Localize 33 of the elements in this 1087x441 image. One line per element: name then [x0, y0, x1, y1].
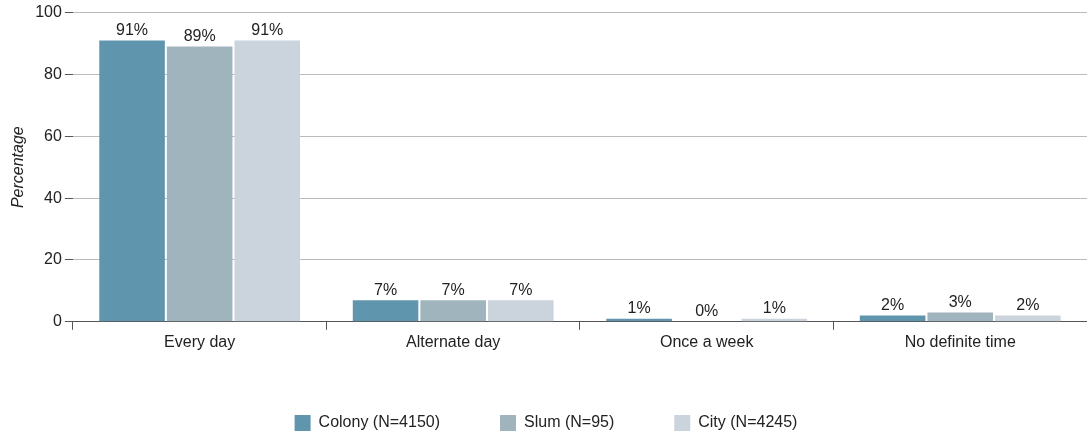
- data-label: 2%: [881, 296, 905, 314]
- bar: [927, 312, 994, 322]
- bar: [166, 46, 233, 322]
- y-tick-label: 80: [44, 64, 62, 82]
- data-label: 2%: [1016, 296, 1040, 314]
- data-label: 3%: [948, 292, 972, 310]
- bar: [488, 300, 554, 322]
- bar: [99, 40, 165, 322]
- y-tick-label: 100: [35, 3, 62, 21]
- data-label: 1%: [627, 299, 651, 317]
- x-tick-label: Once a week: [660, 332, 755, 350]
- data-label: 89%: [183, 27, 216, 45]
- legend-label: City (N=4245): [698, 413, 798, 431]
- y-tick-label: 40: [44, 188, 62, 206]
- legend-label: Colony (N=4150): [318, 413, 441, 431]
- data-label: 7%: [441, 280, 465, 298]
- y-axis-title: Percentage: [9, 126, 27, 209]
- data-label: 91%: [116, 20, 149, 38]
- data-label: 7%: [509, 280, 533, 298]
- y-tick-label: 20: [44, 250, 62, 268]
- x-tick-label: Every day: [164, 332, 236, 350]
- legend-label: Slum (N=95): [524, 413, 615, 431]
- data-label: 0%: [695, 302, 719, 320]
- data-label: 7%: [374, 280, 398, 298]
- bar: [420, 300, 486, 322]
- y-tick-label: 0: [52, 312, 62, 330]
- bar: [234, 40, 301, 322]
- y-tick-label: 60: [44, 126, 62, 144]
- data-label: 91%: [251, 20, 284, 38]
- bar: [352, 300, 419, 322]
- data-label: 1%: [762, 299, 786, 317]
- x-tick-label: No definite time: [904, 332, 1016, 350]
- x-tick-label: Alternate day: [406, 332, 501, 350]
